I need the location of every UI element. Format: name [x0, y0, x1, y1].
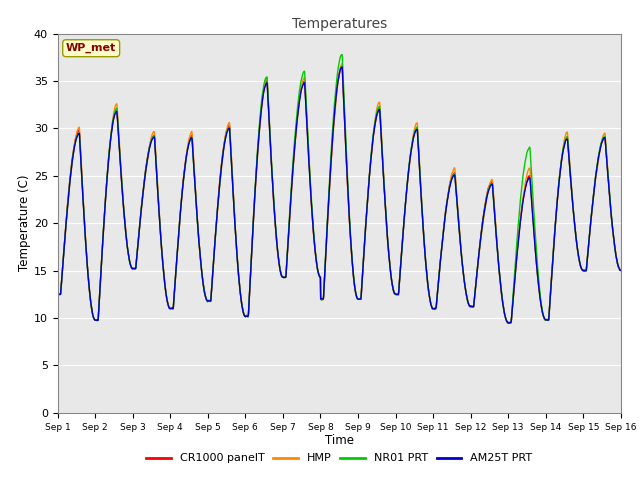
- AM25T PRT: [617, 268, 625, 274]
- AM25T PRT: [54, 253, 61, 259]
- HMP: [207, 292, 215, 298]
- HMP: [593, 169, 600, 175]
- NR01 PRT: [617, 267, 625, 273]
- AM25T PRT: [404, 179, 412, 185]
- Y-axis label: Temperature (C): Temperature (C): [18, 175, 31, 272]
- NR01 PRT: [54, 253, 61, 259]
- NR01 PRT: [404, 177, 412, 183]
- NR01 PRT: [159, 256, 166, 262]
- HMP: [507, 320, 515, 325]
- CR1000 panelT: [345, 206, 353, 212]
- Text: WP_met: WP_met: [66, 43, 116, 53]
- CR1000 panelT: [593, 168, 600, 173]
- NR01 PRT: [506, 320, 514, 326]
- CR1000 panelT: [338, 64, 346, 70]
- NR01 PRT: [345, 202, 353, 208]
- HMP: [338, 60, 346, 66]
- CR1000 panelT: [54, 253, 61, 259]
- AM25T PRT: [505, 320, 513, 326]
- HMP: [54, 254, 61, 260]
- NR01 PRT: [338, 52, 346, 58]
- NR01 PRT: [507, 320, 515, 326]
- CR1000 panelT: [617, 267, 625, 273]
- HMP: [617, 267, 625, 273]
- Title: Temperatures: Temperatures: [292, 17, 387, 31]
- AM25T PRT: [159, 256, 166, 262]
- Line: NR01 PRT: NR01 PRT: [58, 55, 621, 323]
- AM25T PRT: [507, 319, 515, 325]
- NR01 PRT: [593, 166, 600, 171]
- X-axis label: Time: Time: [324, 434, 354, 447]
- HMP: [159, 256, 166, 262]
- Line: AM25T PRT: AM25T PRT: [58, 67, 621, 323]
- CR1000 panelT: [507, 320, 515, 325]
- CR1000 panelT: [207, 292, 215, 298]
- Line: CR1000 panelT: CR1000 panelT: [58, 67, 621, 323]
- AM25T PRT: [593, 167, 600, 173]
- AM25T PRT: [345, 206, 353, 212]
- HMP: [345, 208, 353, 214]
- CR1000 panelT: [404, 178, 412, 184]
- Legend: CR1000 panelT, HMP, NR01 PRT, AM25T PRT: CR1000 panelT, HMP, NR01 PRT, AM25T PRT: [142, 449, 536, 468]
- Line: HMP: HMP: [58, 63, 621, 323]
- HMP: [404, 179, 412, 185]
- AM25T PRT: [338, 64, 346, 70]
- CR1000 panelT: [505, 320, 513, 326]
- AM25T PRT: [207, 293, 215, 299]
- NR01 PRT: [207, 293, 215, 299]
- HMP: [507, 320, 515, 326]
- CR1000 panelT: [159, 255, 166, 261]
